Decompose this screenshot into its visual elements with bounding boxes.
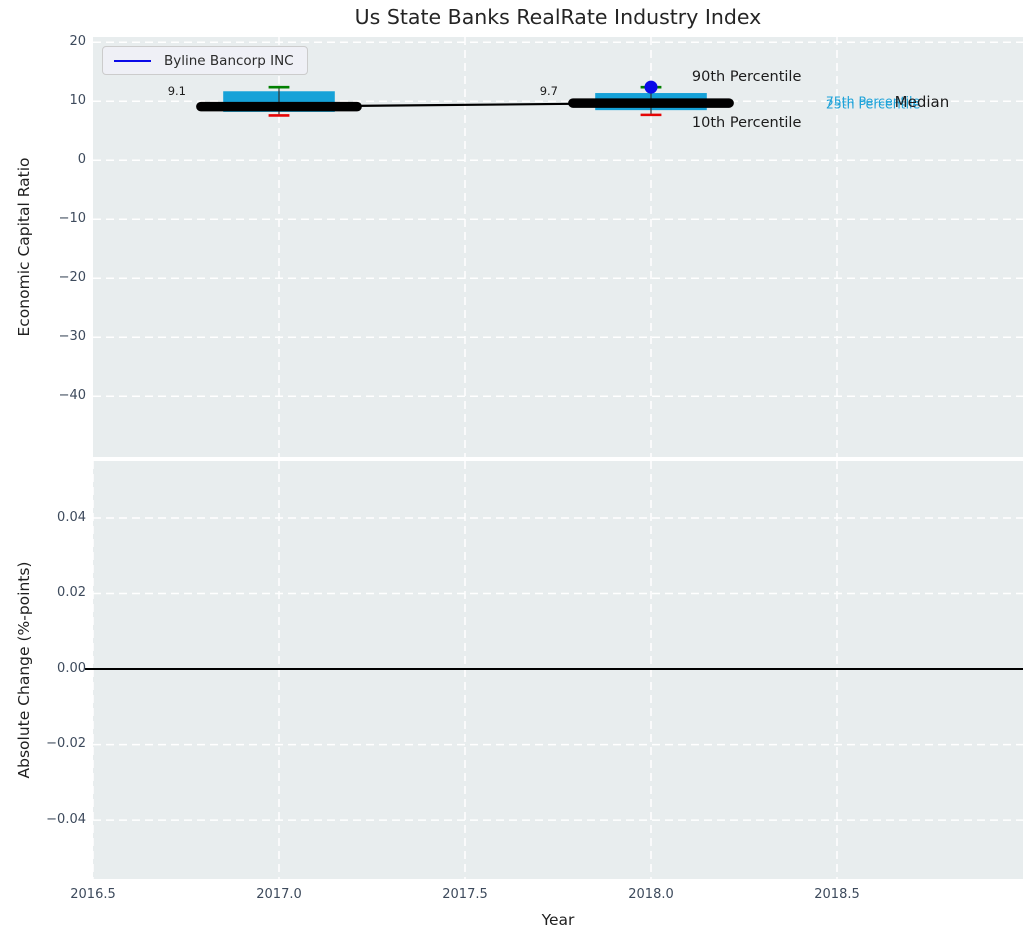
top-axes-economic-capital-ratio: [93, 37, 1023, 457]
bottom-axes-plot-area: [85, 461, 1023, 879]
annotation-median: Median: [894, 92, 950, 111]
y-tick-label: −0.04: [46, 811, 86, 827]
x-tick-label: 2017.5: [442, 887, 488, 902]
y-tick-label: −30: [58, 328, 86, 344]
x-tick-label: 2016.5: [70, 887, 116, 902]
x-tick-label: 2018.0: [628, 887, 674, 902]
y-tick-label: 10: [69, 92, 86, 108]
y-tick-label: 0.02: [57, 585, 86, 601]
legend-label: Byline Bancorp INC: [164, 52, 294, 69]
x-tick-label: 2017.0: [256, 887, 302, 902]
y-tick-label: −40: [58, 387, 86, 403]
annotation-75th-percentile: 75th Percentile: [825, 93, 921, 109]
y-tick-label: 20: [69, 33, 86, 49]
y-axis-label-bottom: Absolute Change (%-points): [15, 561, 33, 779]
annotation-90th-percentile: 90th Percentile: [691, 69, 802, 86]
x-tick-label: 2018.5: [814, 887, 860, 902]
legend-line-icon: [114, 59, 151, 62]
x-axis-label: Year: [541, 911, 575, 929]
chart-title: Us State Banks RealRate Industry Index: [354, 5, 762, 29]
company-point-marker: [644, 80, 658, 94]
y-tick-label: 0: [77, 151, 86, 167]
top-axes-plot-area: [93, 37, 1023, 457]
y-tick-label: −0.02: [46, 736, 86, 752]
y-tick-label: 0.04: [57, 509, 86, 525]
y-axis-label-top: Economic Capital Ratio: [15, 157, 33, 337]
y-tick-label: −10: [58, 210, 86, 226]
legend: Byline Bancorp INC: [102, 46, 308, 75]
bottom-axes-absolute-change: [85, 461, 1023, 879]
y-tick-label: 0.00: [57, 660, 86, 676]
annotation-9-7: 9.7: [539, 83, 558, 98]
annotation-10th-percentile: 10th Percentile: [691, 114, 802, 131]
annotation-9-1: 9.1: [167, 83, 186, 98]
y-tick-label: −20: [58, 269, 86, 285]
annotation-25th-percentile: 25th Percentile: [825, 96, 921, 112]
